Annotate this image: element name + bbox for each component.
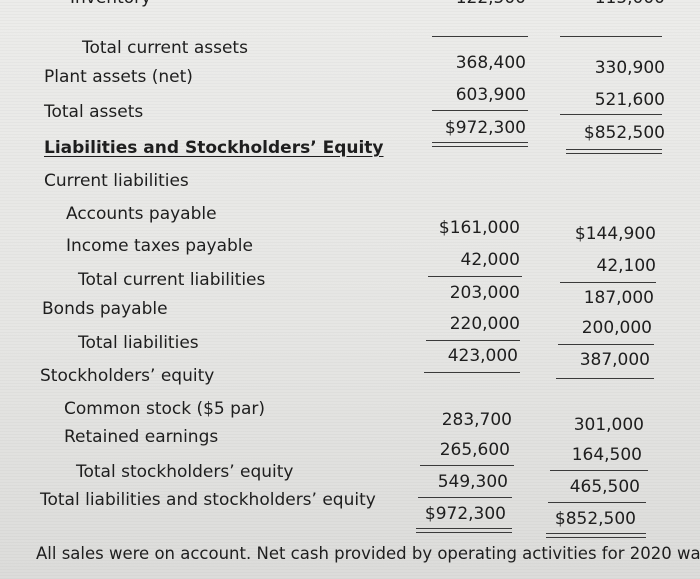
value-plant-assets-2019: 521,600: [594, 90, 665, 110]
underline: [560, 114, 662, 115]
value-total-stockholders-equity-2020: 549,300: [437, 472, 508, 492]
value-retained-earnings-2020: 265,600: [439, 440, 510, 460]
underline: [424, 372, 520, 373]
row-label-total-stockholders-equity: Total stockholders’ equity: [76, 462, 294, 482]
double-underline: [416, 528, 512, 533]
footnote-text: All sales were on account. Net cash prov…: [36, 544, 700, 563]
row-label-common-stock: Common stock ($5 par): [64, 399, 265, 419]
value-total-current-liabilities-2020: 203,000: [449, 283, 520, 303]
underline: [432, 110, 528, 111]
underline: [432, 36, 528, 37]
value-total-liabilities-and-equity-2020: $972,300: [424, 504, 506, 524]
underline: [420, 465, 514, 466]
value-bonds-payable-2020: 220,000: [449, 314, 520, 334]
value-common-stock-2020: 283,700: [441, 410, 512, 430]
underline: [556, 378, 654, 379]
underline: [426, 340, 520, 341]
row-label-total-assets: Total assets: [44, 102, 144, 122]
double-underline: [432, 142, 528, 147]
value-accounts-payable-2019: $144,900: [574, 224, 656, 244]
value-total-current-assets-2020: 368,400: [455, 53, 526, 73]
row-label-inventory: Inventory: [70, 0, 151, 8]
section-header-stockholders-equity: Stockholders’ equity: [40, 366, 215, 386]
underline: [560, 282, 656, 283]
section-header-liabilities-equity: Liabilities and Stockholders’ Equity: [44, 138, 384, 158]
row-label-income-taxes-payable: Income taxes payable: [66, 236, 253, 256]
row-label-bonds-payable: Bonds payable: [42, 299, 168, 319]
value-inventory-2020: 122,500: [406, 0, 526, 8]
underline: [418, 497, 512, 498]
value-total-liabilities-and-equity-2019: $852,500: [554, 509, 636, 529]
row-label-retained-earnings: Retained earnings: [64, 427, 219, 447]
underline: [550, 470, 648, 471]
underline: [548, 502, 646, 503]
value-total-current-assets-2019: 330,900: [594, 58, 665, 78]
row-label-total-liabilities-and-equity: Total liabilities and stockholders’ equi…: [40, 490, 376, 510]
value-total-liabilities-2019: 387,000: [579, 350, 650, 370]
row-label-accounts-payable: Accounts payable: [66, 204, 217, 224]
value-total-stockholders-equity-2019: 465,500: [569, 477, 640, 497]
underline: [560, 36, 662, 37]
value-total-assets-2019: $852,500: [583, 123, 665, 143]
underline: [428, 276, 522, 277]
double-underline: [546, 533, 646, 538]
underline: [558, 344, 654, 345]
row-label-total-liabilities: Total liabilities: [78, 333, 199, 353]
value-total-assets-2020: $972,300: [444, 118, 526, 138]
value-income-taxes-2020: 42,000: [460, 250, 520, 270]
row-label-total-current-assets: Total current assets: [82, 38, 248, 58]
value-inventory-2019: 115,000: [545, 0, 665, 8]
double-underline: [566, 149, 662, 154]
row-label-total-current-liabilities: Total current liabilities: [78, 270, 266, 290]
value-income-taxes-2019: 42,100: [596, 256, 656, 276]
value-bonds-payable-2019: 200,000: [581, 318, 652, 338]
row-label-current-liabilities: Current liabilities: [44, 171, 189, 191]
row-label-plant-assets: Plant assets (net): [44, 67, 193, 87]
value-plant-assets-2020: 603,900: [455, 85, 526, 105]
value-total-liabilities-2020: 423,000: [447, 346, 518, 366]
value-accounts-payable-2020: $161,000: [438, 218, 520, 238]
value-common-stock-2019: 301,000: [573, 415, 644, 435]
value-retained-earnings-2019: 164,500: [571, 445, 642, 465]
value-total-current-liabilities-2019: 187,000: [583, 288, 654, 308]
